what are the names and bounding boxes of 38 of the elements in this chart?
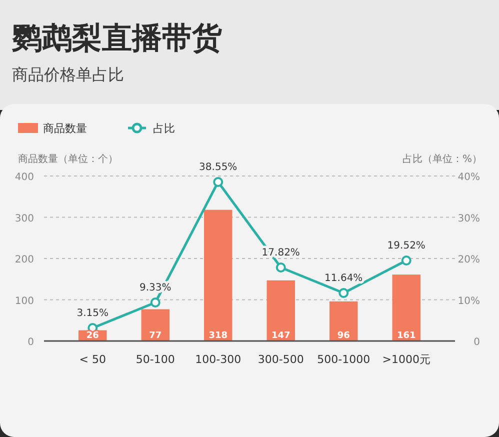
point [276,262,286,272]
chart-title: 鹦鹉梨直播带货 [11,21,222,56]
data-label: 26 [86,331,99,341]
y-tick-label: 0 [28,337,34,348]
y2-axis-title: 占比（单位：%） [402,153,482,165]
point [338,288,349,298]
data-label: 77 [149,331,162,341]
data-label: 3.15% [76,308,109,320]
bar [204,210,232,341]
data-label: 147 [271,331,290,341]
y2-tick-label: 10% [458,296,480,307]
data-label: 161 [396,331,416,341]
y-tick-label: 300 [14,213,34,224]
x-tick-label: 100-300 [195,353,242,366]
legend-label: 占比 [153,122,175,135]
y-tick-label: 200 [14,254,34,266]
data-label: 96 [337,331,350,341]
data-label: 318 [208,331,228,341]
legend-label: 商品数量 [43,122,87,135]
y2-tick-label: 20% [458,254,480,266]
data-label: 38.55% [199,162,238,173]
data-label: 19.52% [387,240,426,252]
point [150,298,160,308]
y-tick-label: 400 [14,172,34,183]
data-label: 11.64% [324,272,363,284]
y-tick-label: 100 [14,296,34,307]
x-tick-label: 500-1000 [317,353,370,366]
y-axis-title: 商品数量（单位：个） [18,153,118,165]
y2-tick-label: 30% [458,213,480,224]
x-tick-label: >1000元 [382,353,430,366]
x-tick-label: 300-500 [258,353,304,366]
y2-tick-label: 0 [474,337,480,348]
point [401,255,412,266]
point [213,176,224,187]
chart-subtitle: 商品价格单占比 [12,65,124,84]
x-tick-label: 50-100 [136,353,175,366]
x-tick-label: < 50 [79,353,106,366]
y2-tick-label: 40% [458,172,480,183]
